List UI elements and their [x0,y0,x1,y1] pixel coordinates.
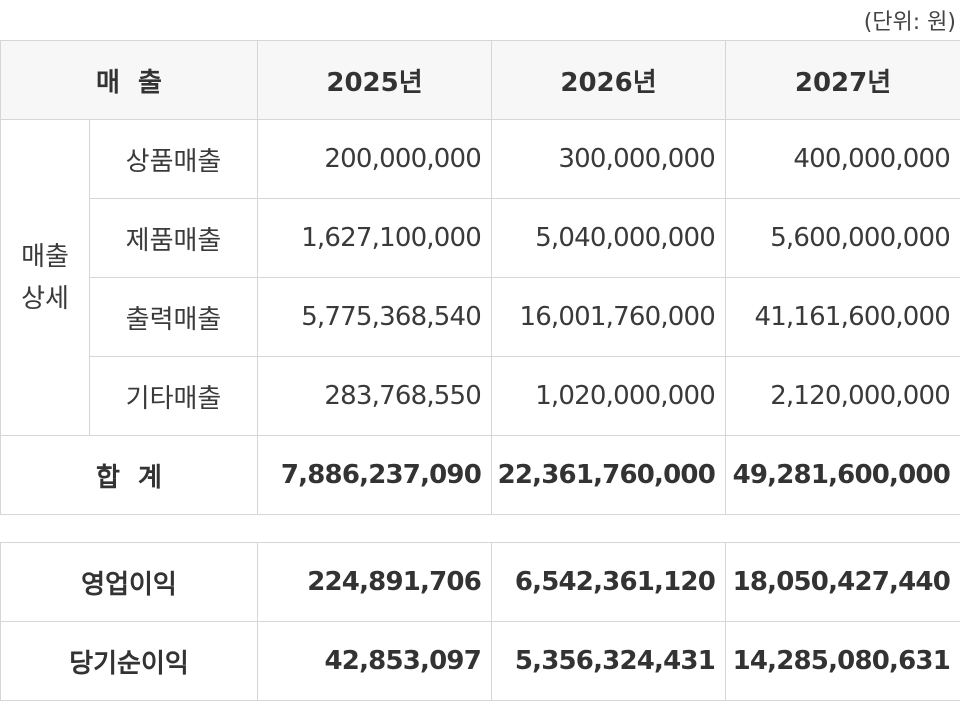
profit-row-operating: 영업이익 224,891,706 6,542,361,120 18,050,42… [0,542,960,622]
total-row: 합 계 7,886,237,090 22,361,760,000 49,281,… [0,435,960,515]
total-label: 합 계 [0,435,259,515]
row-value: 5,775,368,540 [257,277,493,357]
header-year-2027: 2027년 [725,40,960,120]
row-value: 400,000,000 [725,119,960,199]
profit-value: 224,891,706 [257,542,492,622]
row-label: 기타매출 [88,356,259,436]
row-value: 200,000,000 [257,119,493,199]
unit-note: (단위: 원) [863,10,956,35]
profit-value: 5,356,324,431 [491,621,726,701]
row-label: 제품매출 [88,198,259,278]
row-value: 16,001,760,000 [491,277,727,357]
profit-label: 당기순이익 [0,621,258,701]
group-label-line1: 매출 [21,241,69,272]
table-row: 기타매출 283,768,550 1,020,000,000 2,120,000… [1,356,960,436]
row-value: 1,627,100,000 [257,198,493,278]
row-value: 41,161,600,000 [725,277,960,357]
total-value: 7,886,237,090 [257,435,493,515]
revenue-table: 매 출 2025년 2026년 2027년 매출 상세 상품매출 200,000… [0,40,960,515]
row-value: 5,040,000,000 [491,198,727,278]
total-value: 22,361,760,000 [491,435,727,515]
total-value: 49,281,600,000 [725,435,960,515]
row-value: 2,120,000,000 [725,356,960,436]
profit-value: 14,285,080,631 [725,621,960,701]
profit-table: 영업이익 224,891,706 6,542,361,120 18,050,42… [0,542,960,701]
table-row: 매출 상세 상품매출 200,000,000 300,000,000 400,0… [0,119,960,436]
profit-label: 영업이익 [0,542,258,622]
profit-value: 42,853,097 [257,621,492,701]
header-year-2025: 2025년 [257,40,493,120]
row-value: 300,000,000 [491,119,727,199]
header-category: 매 출 [0,40,259,120]
header-year-2026: 2026년 [491,40,727,120]
profit-row-net: 당기순이익 42,853,097 5,356,324,431 14,285,08… [0,621,960,701]
profit-value: 18,050,427,440 [725,542,960,622]
table-row: 제품매출 1,627,100,000 5,040,000,000 5,600,0… [1,198,960,278]
row-value: 283,768,550 [257,356,493,436]
row-value: 1,020,000,000 [491,356,727,436]
row-label: 상품매출 [88,119,259,199]
row-label: 출력매출 [88,277,259,357]
table-row: 출력매출 5,775,368,540 16,001,760,000 41,161… [1,277,960,357]
group-label: 매출 상세 [0,119,90,436]
group-label-line2: 상세 [21,283,69,314]
row-value: 5,600,000,000 [725,198,960,278]
header-row: 매 출 2025년 2026년 2027년 [0,40,960,120]
profit-value: 6,542,361,120 [491,542,726,622]
